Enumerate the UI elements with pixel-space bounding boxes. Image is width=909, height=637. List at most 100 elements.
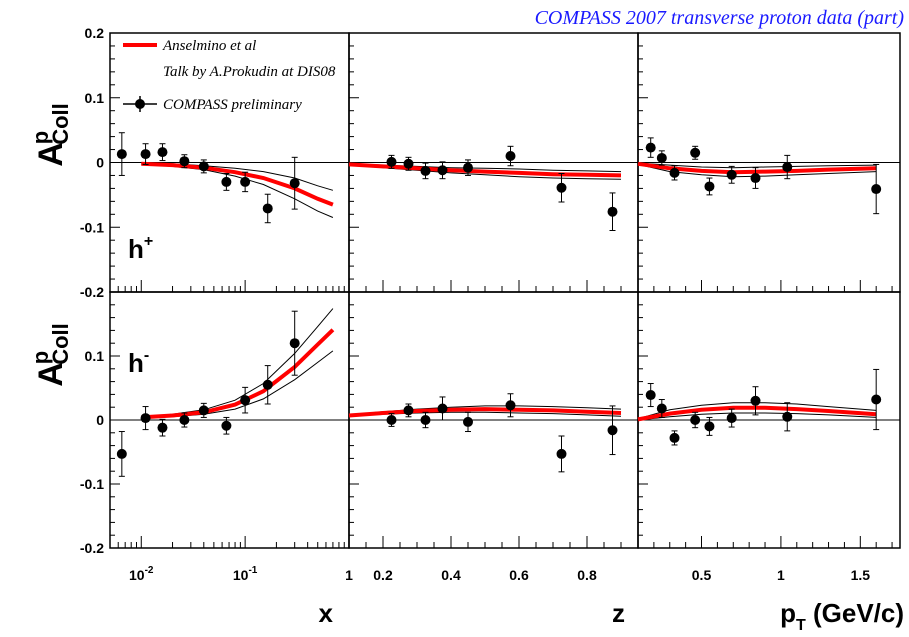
data-point [157, 422, 168, 433]
legend: Anselmino et al Talk by A.Prokudin at DI… [123, 38, 336, 113]
data-point [505, 400, 516, 411]
x-axis-label-unit: (GeV/c) [806, 598, 904, 628]
y-tick-label: -0.2 [80, 284, 104, 300]
x-axis-label: x [319, 598, 334, 628]
data-point [463, 162, 473, 173]
model-curve [348, 407, 622, 418]
band-upper-line [141, 308, 334, 418]
x-tick-label: 10-1 [233, 565, 258, 583]
data-point [403, 405, 414, 416]
data-point [556, 182, 567, 193]
band-lower-line [637, 412, 877, 421]
data-point [437, 165, 448, 176]
x-tick-label: 0.8 [577, 567, 597, 583]
legend-points-label: COMPASS preliminary [163, 97, 302, 113]
y-tick-label: 0 [96, 412, 104, 428]
data-point [750, 395, 761, 406]
model-curve [141, 161, 334, 207]
data-point [289, 178, 300, 189]
legend-curve-label: Anselmino et al [162, 38, 256, 54]
x-tick-label: 1 [777, 567, 785, 583]
data-point [240, 395, 251, 406]
model-curve [348, 162, 622, 178]
data-point [782, 411, 793, 422]
data-point [386, 156, 397, 167]
data-point [386, 415, 397, 425]
y-tick-label: 0.1 [85, 348, 105, 364]
row-label: h+ [128, 233, 153, 264]
x-tick-exponent: -1 [248, 565, 257, 576]
data-point [420, 165, 431, 176]
data-point [140, 149, 151, 160]
legend-points-marker [135, 99, 145, 109]
data-point [871, 184, 882, 195]
legend-curve-note: Talk by A.Prokudin at DIS08 [163, 64, 336, 80]
data-point [750, 173, 761, 184]
x-tick-label: 1.5 [851, 567, 871, 583]
data-point [198, 161, 209, 172]
data-point [221, 176, 232, 187]
data-point [726, 413, 737, 424]
band-upper-line [637, 402, 877, 420]
data-point [656, 152, 667, 163]
y-axis-label-text: ApColl [28, 103, 73, 167]
row-label: h- [128, 347, 149, 378]
data-point [463, 416, 473, 427]
data-point [262, 379, 273, 390]
data-point [116, 448, 127, 459]
data-point [704, 421, 715, 432]
x-axis-label: pT (GeV/c) [780, 598, 904, 634]
y-axis-label-sub: Coll [48, 103, 73, 145]
x-tick-label: 0.2 [373, 567, 393, 583]
x-axis-label: z [612, 598, 625, 628]
y-tick-label: 0.2 [85, 25, 105, 41]
x-axis-label-sub: T [796, 617, 806, 634]
data-point [690, 415, 701, 425]
y-tick-label: 0 [96, 155, 104, 171]
y-axis-label: ApColl [28, 103, 73, 167]
data-point [556, 448, 567, 459]
data-point [656, 403, 667, 414]
data-point [645, 142, 656, 153]
data-point [262, 203, 273, 214]
data-point [116, 149, 127, 160]
y-axis-label: ApColl [28, 323, 73, 387]
data-point [669, 432, 680, 443]
data-point [403, 158, 414, 169]
data-point [198, 405, 209, 416]
y-axis-label-text: ApColl [28, 323, 73, 387]
x-tick-label: 0.6 [509, 567, 529, 583]
row-label-sup: - [144, 347, 149, 364]
y-tick-label: -0.1 [80, 219, 104, 235]
chart-title: COMPASS 2007 transverse proton data (par… [535, 7, 905, 29]
data-point [782, 162, 793, 173]
data-point [420, 415, 431, 425]
x-tick-label: 0.5 [692, 567, 712, 583]
y-tick-label: -0.2 [80, 540, 104, 556]
data-point [140, 413, 151, 424]
x-tick-label: 10-2 [129, 565, 154, 583]
data-point [704, 181, 715, 192]
band-lower-line [141, 350, 334, 419]
data-point [607, 425, 618, 436]
data-point [289, 338, 300, 349]
data-point [179, 156, 190, 167]
data-point [871, 394, 882, 405]
x-tick-label: 0.4 [441, 567, 461, 583]
y-axis-label-sub: Coll [48, 323, 73, 365]
chart-content [116, 132, 882, 477]
data-point [157, 147, 168, 158]
data-point [607, 206, 618, 217]
y-axis-label-sup: p [28, 351, 53, 364]
y-axis-label-sup: p [28, 131, 53, 144]
data-point [669, 167, 680, 178]
y-tick-label: 0.1 [85, 90, 105, 106]
data-point [240, 176, 251, 187]
model-curve [637, 405, 877, 422]
data-point [690, 147, 701, 158]
x-tick-label: 1 [345, 567, 353, 583]
data-point [179, 415, 190, 425]
data-point [221, 420, 232, 431]
data-point [645, 390, 656, 401]
